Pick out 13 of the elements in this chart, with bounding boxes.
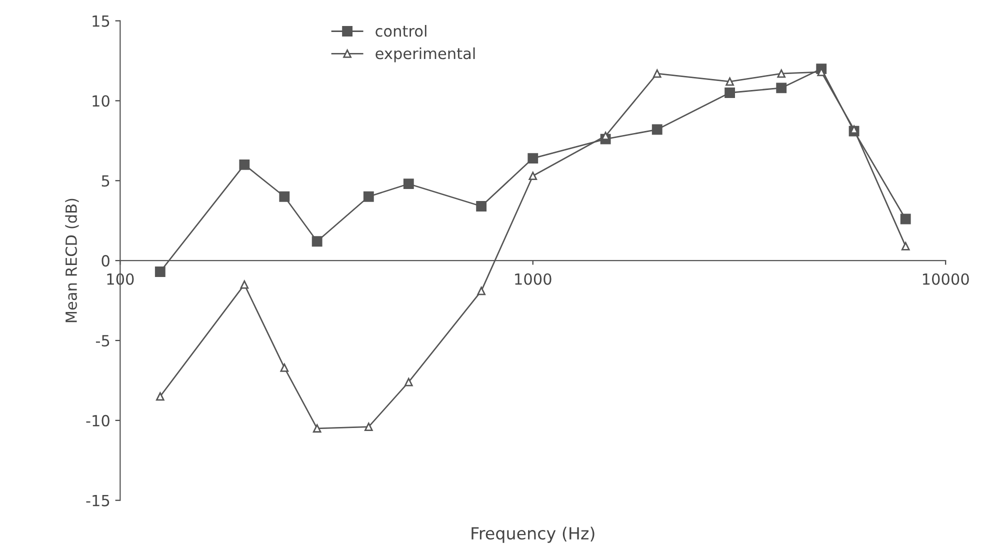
y-axis-title: Mean RECD (dB) — [65, 198, 79, 322]
y-tick-label: -15 — [86, 494, 110, 506]
y-tick-label: 0 — [102, 255, 110, 267]
y-tick-label: 10 — [92, 95, 110, 107]
x-tick-label: 1000 — [515, 273, 552, 285]
legend-label: control — [376, 24, 426, 37]
x-tick-label: 10000 — [922, 273, 969, 285]
y-tick-label: -10 — [86, 414, 110, 426]
y-tick-label: -5 — [96, 335, 110, 347]
y-tick-label: 15 — [92, 15, 110, 27]
x-axis-title: Frequency (Hz) — [472, 526, 594, 543]
y-tick-label: 5 — [102, 175, 110, 187]
legend-label: experimental — [376, 47, 475, 62]
